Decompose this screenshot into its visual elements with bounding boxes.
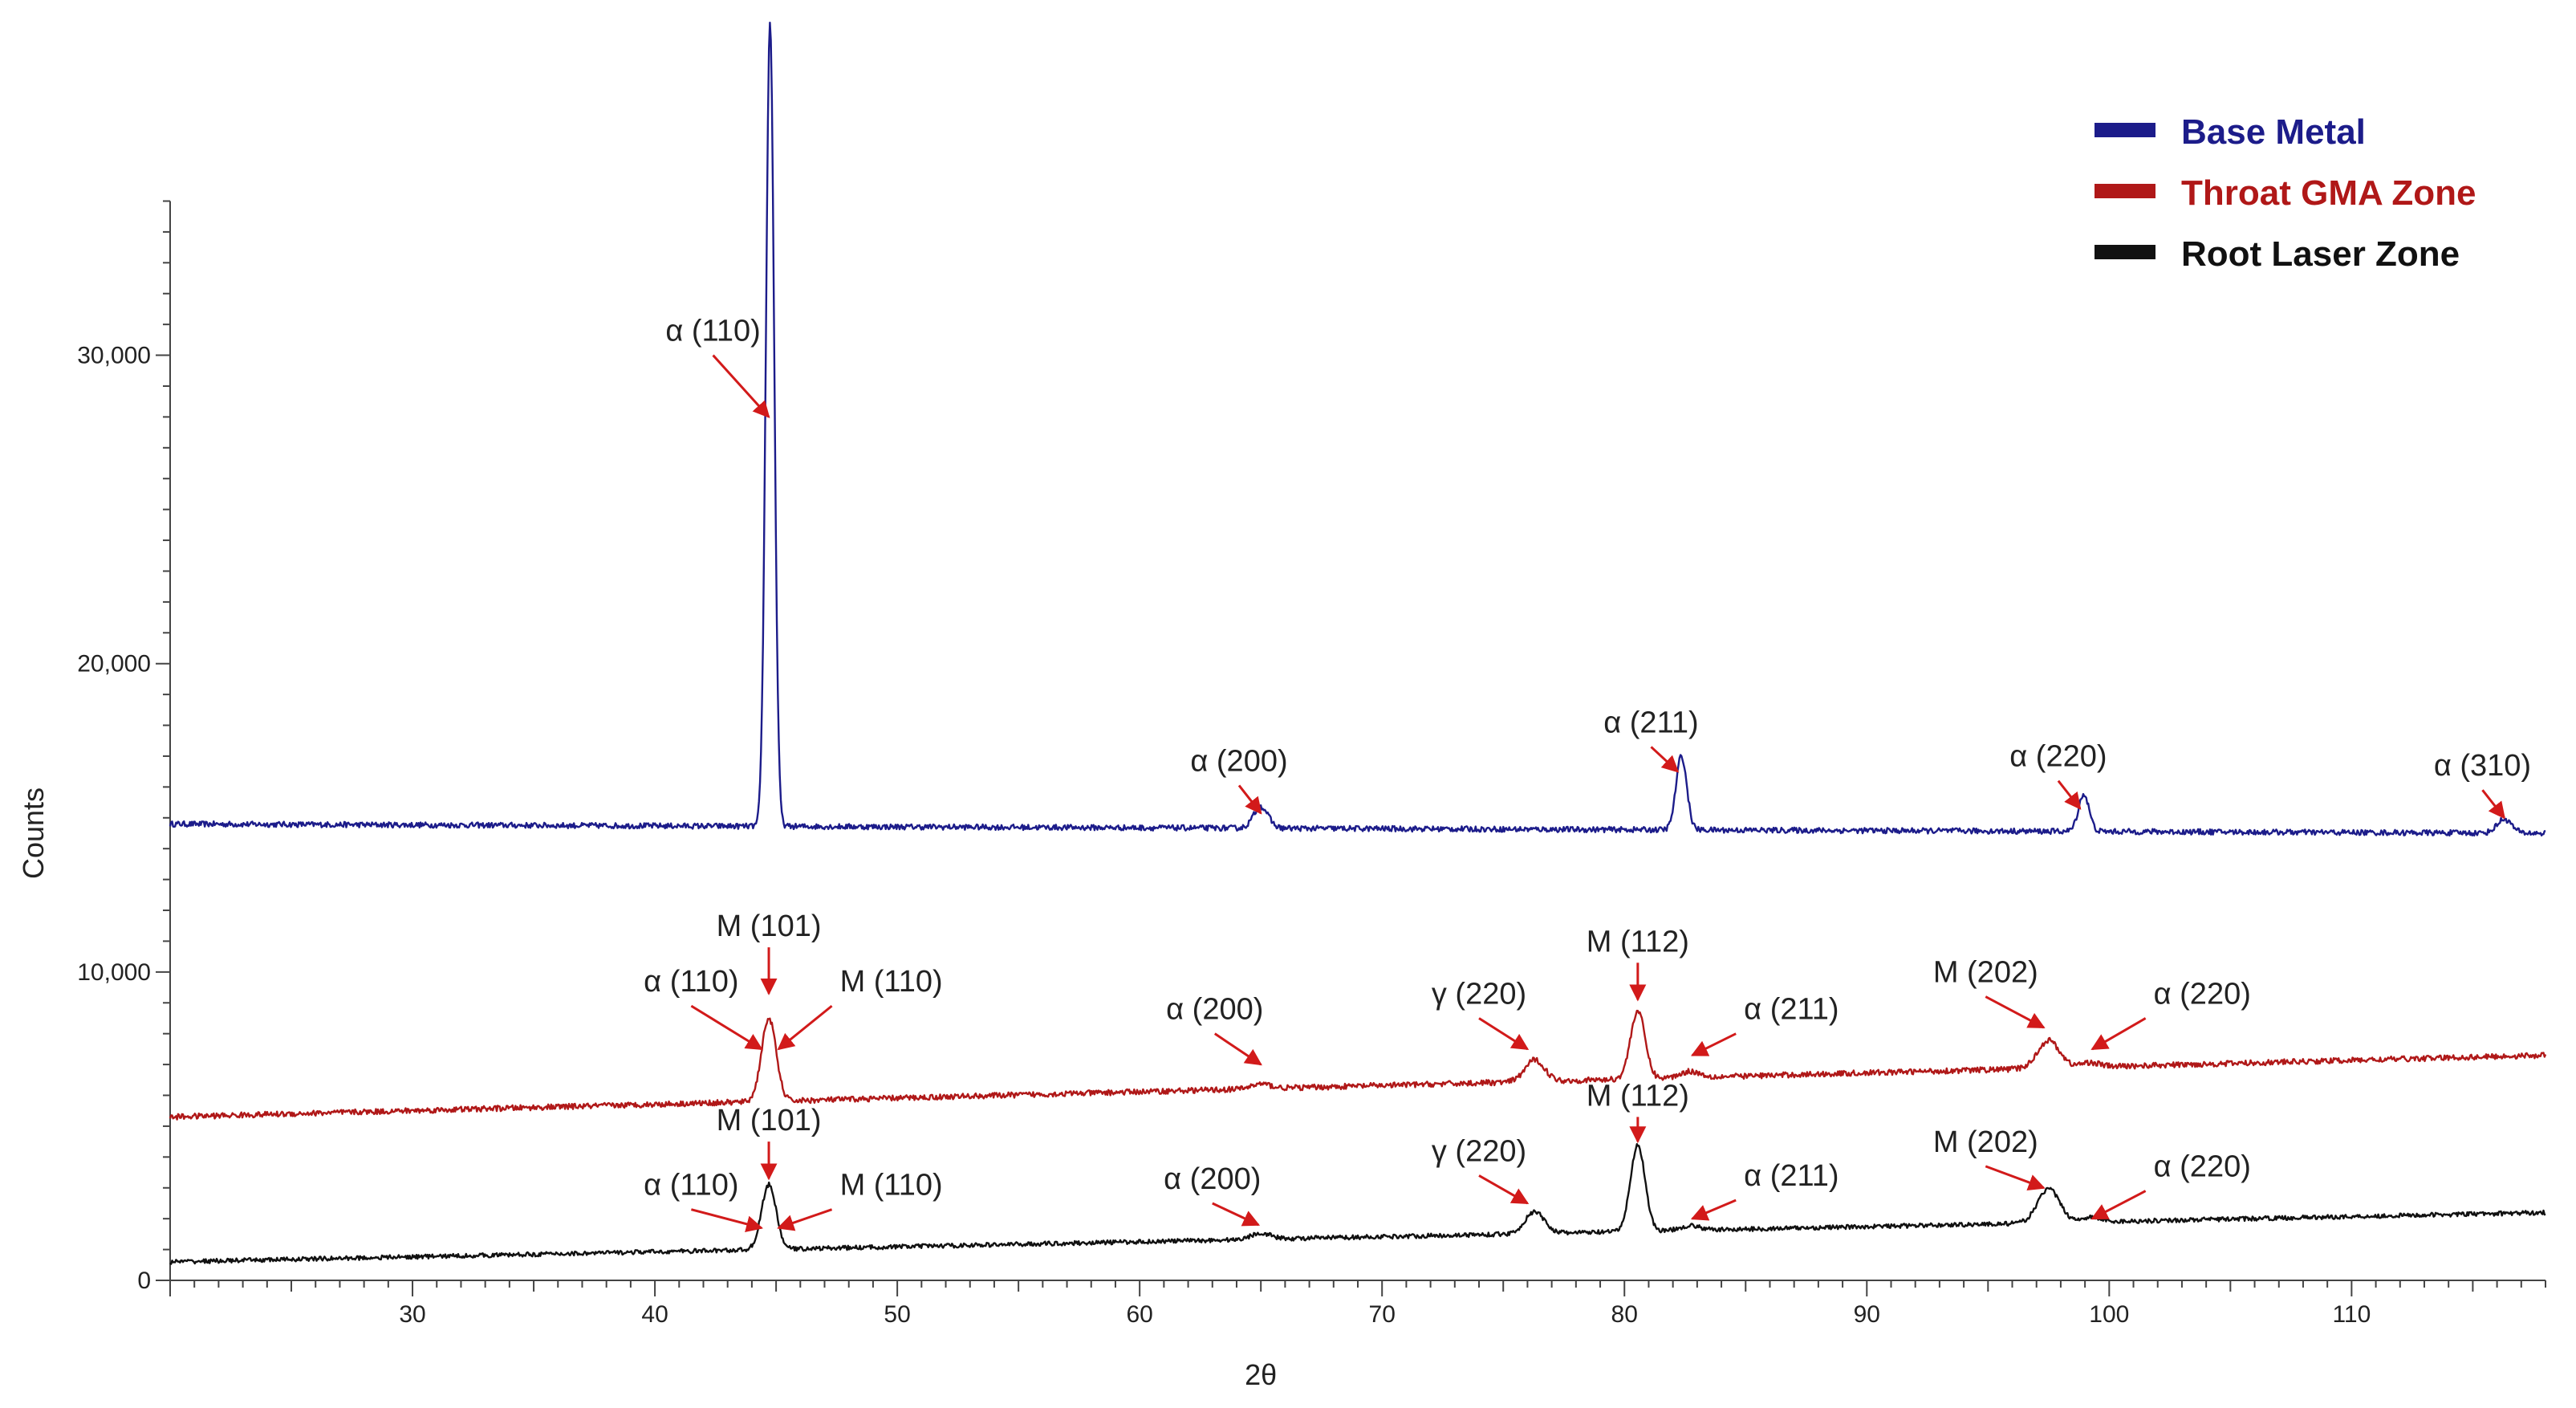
annotation-label: α (110) [644, 965, 738, 999]
legend: Base Metal Throat GMA Zone Root Laser Zone [2095, 112, 2476, 274]
annotation-label: α (310) [2434, 749, 2531, 783]
annotation-label: M (101) [717, 910, 822, 943]
x-tick-label: 110 [2332, 1301, 2371, 1328]
x-tick-label: 100 [2089, 1301, 2129, 1328]
annotation-arrow [690, 1004, 763, 1051]
annotation-label: α (220) [2154, 977, 2251, 1011]
legend-label: Root Laser Zone [2181, 234, 2460, 274]
x-tick-label: 30 [399, 1301, 425, 1328]
x-tick-label: 60 [1126, 1301, 1152, 1328]
annotation-arrow [1985, 1165, 2046, 1191]
annotation-label: M (202) [1933, 956, 2038, 990]
annotation-arrow [1212, 1202, 1261, 1227]
annotation-label: M (110) [840, 1169, 943, 1202]
annotation-label: α (220) [2154, 1150, 2251, 1184]
y-tick-label: 0 [137, 1268, 151, 1294]
annotation-label: α (200) [1166, 993, 1263, 1027]
legend-swatch [2095, 245, 2155, 259]
legend-label: Throat GMA Zone [2181, 173, 2476, 213]
annotation-arrow [2090, 1190, 2147, 1220]
annotation-label: M (112) [1587, 925, 1689, 958]
series-group [169, 22, 2547, 1265]
legend-swatch [2095, 184, 2155, 198]
annotation-arrow [1650, 746, 1680, 773]
annotation-label: α (200) [1164, 1162, 1261, 1196]
annotation-arrow [1690, 1032, 1737, 1056]
annotation-arrow [777, 1208, 833, 1231]
annotation-arrow [1985, 995, 2046, 1029]
x-tick-label: 80 [1611, 1301, 1638, 1328]
annotation-label: α (211) [1603, 706, 1698, 739]
x-tick-label: 50 [884, 1301, 910, 1328]
series-line-root-laser-zone [169, 1142, 2546, 1265]
annotation-label: M (110) [840, 965, 943, 999]
annotation-arrow [1213, 1032, 1262, 1066]
annotation-label: M (112) [1587, 1079, 1689, 1113]
x-axis-title: 2θ [1245, 1358, 1277, 1391]
annotation-label: α (211) [1744, 1159, 1839, 1193]
y-tick-label: 20,000 [77, 651, 151, 678]
annotation-label: α (211) [1744, 993, 1839, 1027]
annotations: α (110) α (200) α (211) α (220) α (310) M (10… [644, 315, 2531, 1233]
annotation-arrow [777, 1004, 833, 1051]
annotation-arrow [1237, 784, 1262, 815]
legend-label: Base Metal [2181, 112, 2366, 152]
y-tick-label: 10,000 [77, 959, 151, 986]
x-tick-label: 70 [1369, 1301, 1396, 1328]
x-tick-label: 40 [641, 1301, 668, 1328]
annotation-arrow [691, 1208, 764, 1233]
annotation-label: α (110) [665, 315, 760, 348]
annotation-arrow [1690, 1198, 1737, 1221]
annotation-label: γ (220) [1432, 977, 1526, 1011]
annotation-arrow [2090, 1017, 2147, 1051]
annotation-arrow [2057, 779, 2082, 810]
annotation-arrow [1478, 1017, 1530, 1051]
y-tick-label: 30,000 [77, 343, 151, 369]
annotation-arrow [2481, 789, 2505, 820]
series-line-base-metal [169, 22, 2546, 837]
y-axis-title: Counts [17, 787, 50, 879]
annotation-label: M (101) [717, 1104, 822, 1137]
axes: 0 10,000 20,000 30,000 30 40 50 60 70 80 90 100 110 2… [17, 200, 2546, 1391]
x-tick-label: 90 [1854, 1301, 1880, 1328]
annotation-arrow [712, 354, 770, 418]
annotation-label: α (220) [2009, 740, 2107, 774]
series-line-throat-gma-zone [169, 1009, 2547, 1121]
annotation-label: γ (220) [1432, 1134, 1526, 1168]
annotation-arrow [1478, 1174, 1530, 1205]
legend-swatch [2095, 123, 2155, 137]
annotation-label: M (202) [1933, 1125, 2038, 1159]
annotation-label: α (110) [644, 1169, 738, 1202]
annotation-label: α (200) [1190, 744, 1287, 778]
